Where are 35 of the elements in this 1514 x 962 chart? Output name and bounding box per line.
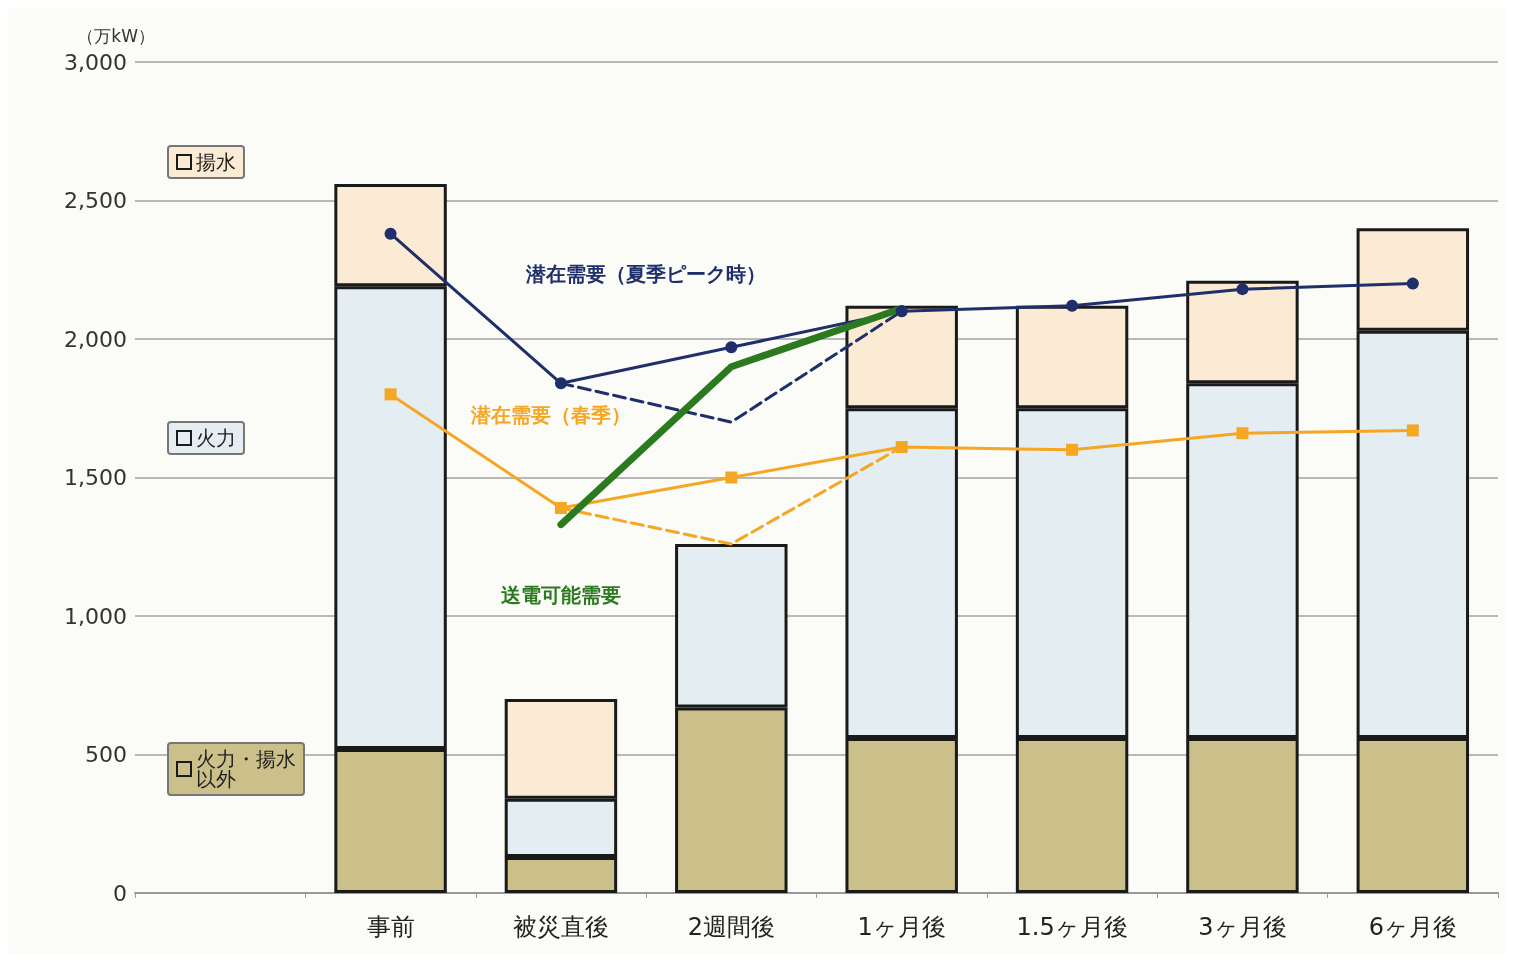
y-tick-label: 500 <box>85 742 127 767</box>
point <box>1236 283 1249 296</box>
y-tick-label: 1,000 <box>64 603 127 629</box>
x-tick-label: 事前 <box>366 913 415 941</box>
x-tick-label: 被災直後 <box>512 913 609 941</box>
legend-label: 火力・揚水以外 <box>196 747 296 791</box>
point <box>1406 277 1419 290</box>
x-tick-label: 2週間後 <box>687 913 775 941</box>
point <box>895 305 908 318</box>
x-tick-label: 1.5ヶ月後 <box>1016 913 1128 941</box>
y-tick-label: 1,500 <box>64 465 127 490</box>
y-tick-label: 3,000 <box>64 49 127 75</box>
point <box>895 441 908 454</box>
point <box>725 471 738 484</box>
x-tick-label: 1ヶ月後 <box>857 913 946 941</box>
point <box>554 377 567 390</box>
y-tick-label: 2,500 <box>64 188 127 213</box>
point <box>1066 299 1079 312</box>
x-tick-label: 3ヶ月後 <box>1198 913 1287 941</box>
text: 送電可能需要 <box>499 582 621 607</box>
point <box>725 341 738 354</box>
point <box>1066 443 1079 456</box>
x-tick-label: 6ヶ月後 <box>1368 913 1457 941</box>
y-tick-label: 2,000 <box>64 326 127 352</box>
y-axis-title: （万kW） <box>77 25 155 46</box>
point <box>384 388 397 401</box>
text: 潜在需要（夏季ピーク時） <box>524 262 766 287</box>
point <box>554 501 567 514</box>
point <box>384 227 397 240</box>
point <box>1236 427 1249 440</box>
y-tick-label: 0 <box>113 880 127 906</box>
legend-label: 揚水 <box>196 150 236 174</box>
legend-label: 火力 <box>196 426 236 450</box>
series-label: 潜在需要（春季） <box>469 402 631 427</box>
point <box>1406 424 1419 437</box>
